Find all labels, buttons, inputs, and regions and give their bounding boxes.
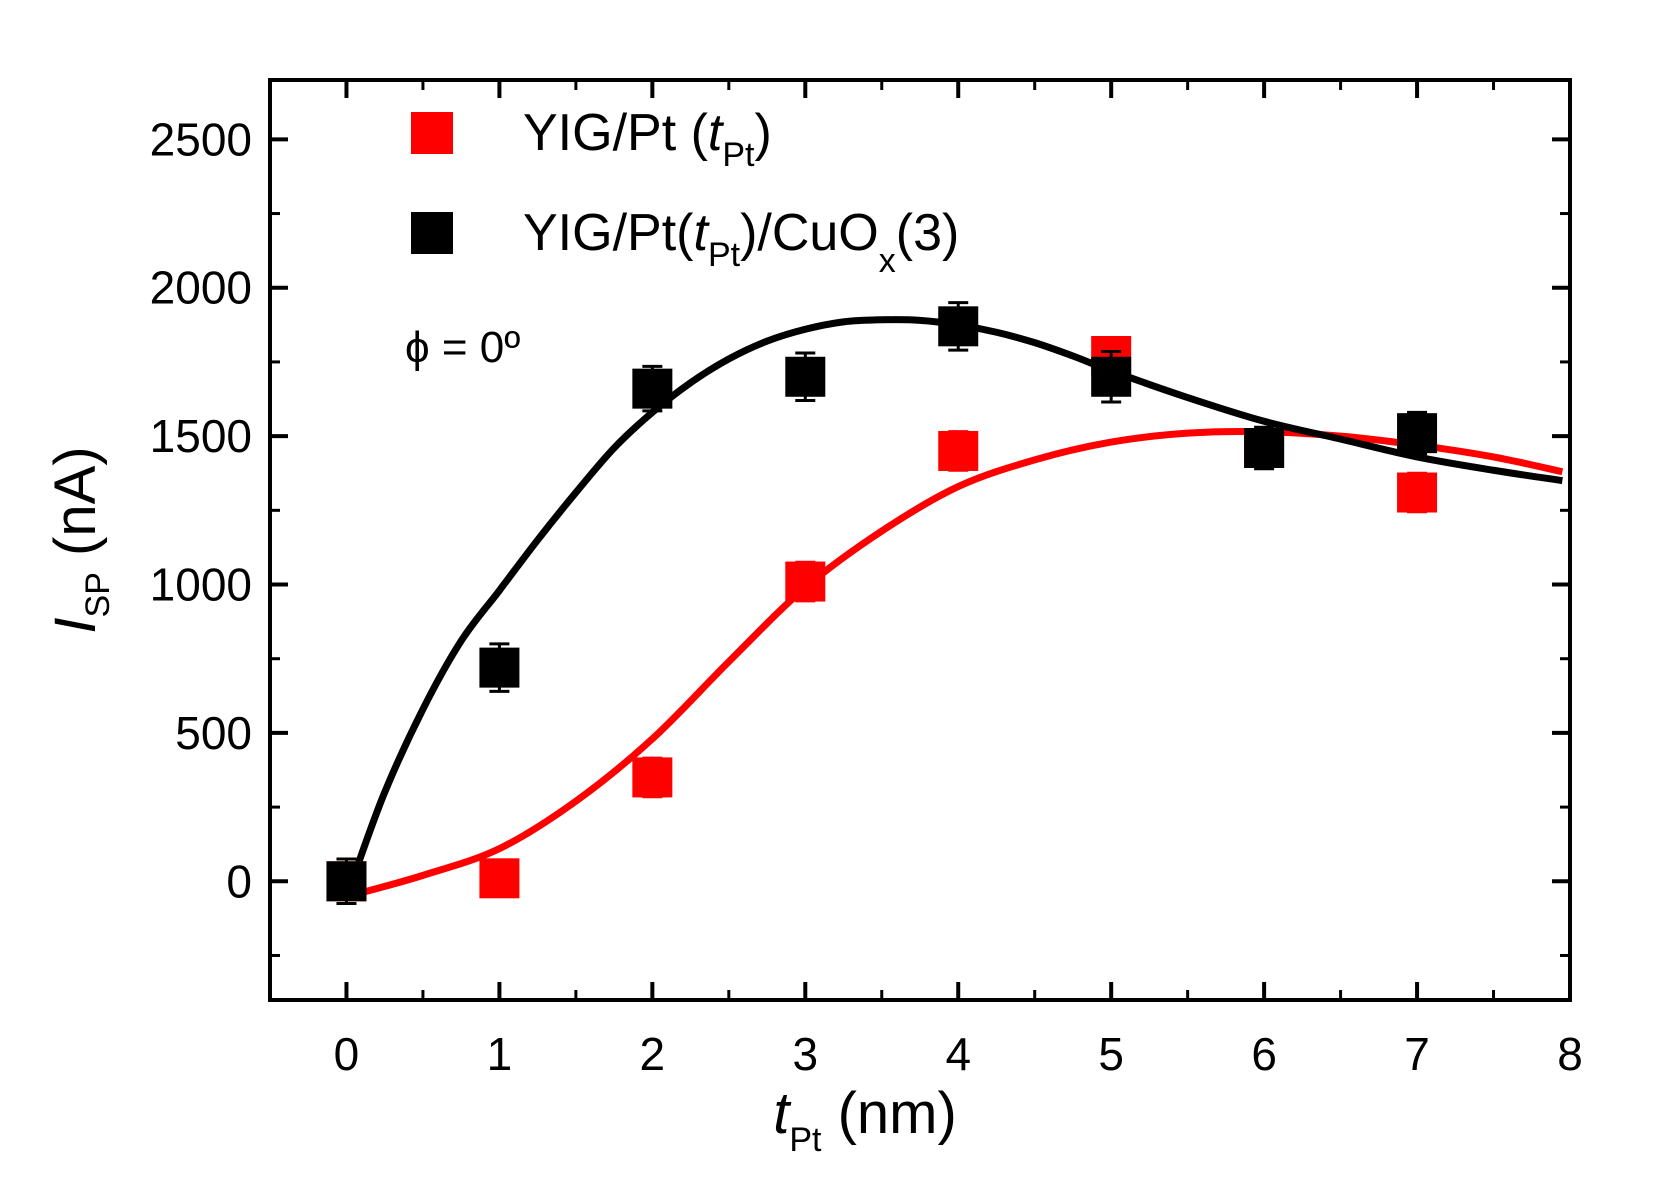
data-point-series-0 [1397,472,1438,513]
data-point-series-1 [326,861,367,902]
y-tick-label: 1500 [150,410,252,462]
y-tick-label: 500 [175,707,252,759]
data-point-series-1 [479,647,520,688]
x-tick-label: 2 [640,1028,666,1080]
data-point-series-1 [1091,356,1132,397]
legend-label-red: YIG/Pt (tPt) [523,104,772,174]
x-tick-label: 7 [1404,1028,1430,1080]
y-tick-label: 0 [226,855,252,907]
y-axis-title: ISP (nA) [43,446,117,633]
data-point-series-0 [938,430,979,471]
x-tick-label: 8 [1557,1028,1583,1080]
legend-marker-red [411,112,453,154]
plot-frame [268,78,1572,1002]
legend-label-black: YIG/Pt(tPt)/CuOx(3) [523,204,959,280]
fit-line-series-1 [350,316,1563,877]
y-tick-label: 2500 [150,113,252,165]
legend: YIG/Pt (tPt) YIG/Pt(tPt)/CuOx(3) [411,104,959,280]
tick-labels: 0 1 2 3 4 5 6 7 8 0 500 1000 1500 2000 2500 [150,113,1583,1080]
axis-ticks [268,80,1572,1000]
x-axis-title: tPt (nm) [773,1081,957,1159]
data-point-series-1 [1397,413,1438,454]
phi-annotation: ϕ = 0º [405,323,520,372]
x-tick-label: 4 [945,1028,971,1080]
data-points [326,301,1438,906]
y-tick-label: 1000 [150,559,252,611]
x-tick-label: 6 [1251,1028,1277,1080]
data-point-series-0 [785,561,826,602]
x-tick-label: 0 [334,1028,360,1080]
data-point-series-1 [632,368,673,409]
data-point-series-0 [632,757,673,798]
data-point-series-0 [479,858,520,899]
data-point-series-1 [938,306,979,347]
x-tick-label: 1 [487,1028,513,1080]
data-point-series-1 [1244,428,1285,468]
legend-marker-black [411,212,453,254]
fit-line-series-0 [353,427,1564,899]
data-point-series-1 [785,356,826,397]
fit-curves [350,316,1564,899]
x-tick-label: 3 [792,1028,818,1080]
x-tick-label: 5 [1098,1028,1124,1080]
y-tick-label: 2000 [150,262,252,314]
